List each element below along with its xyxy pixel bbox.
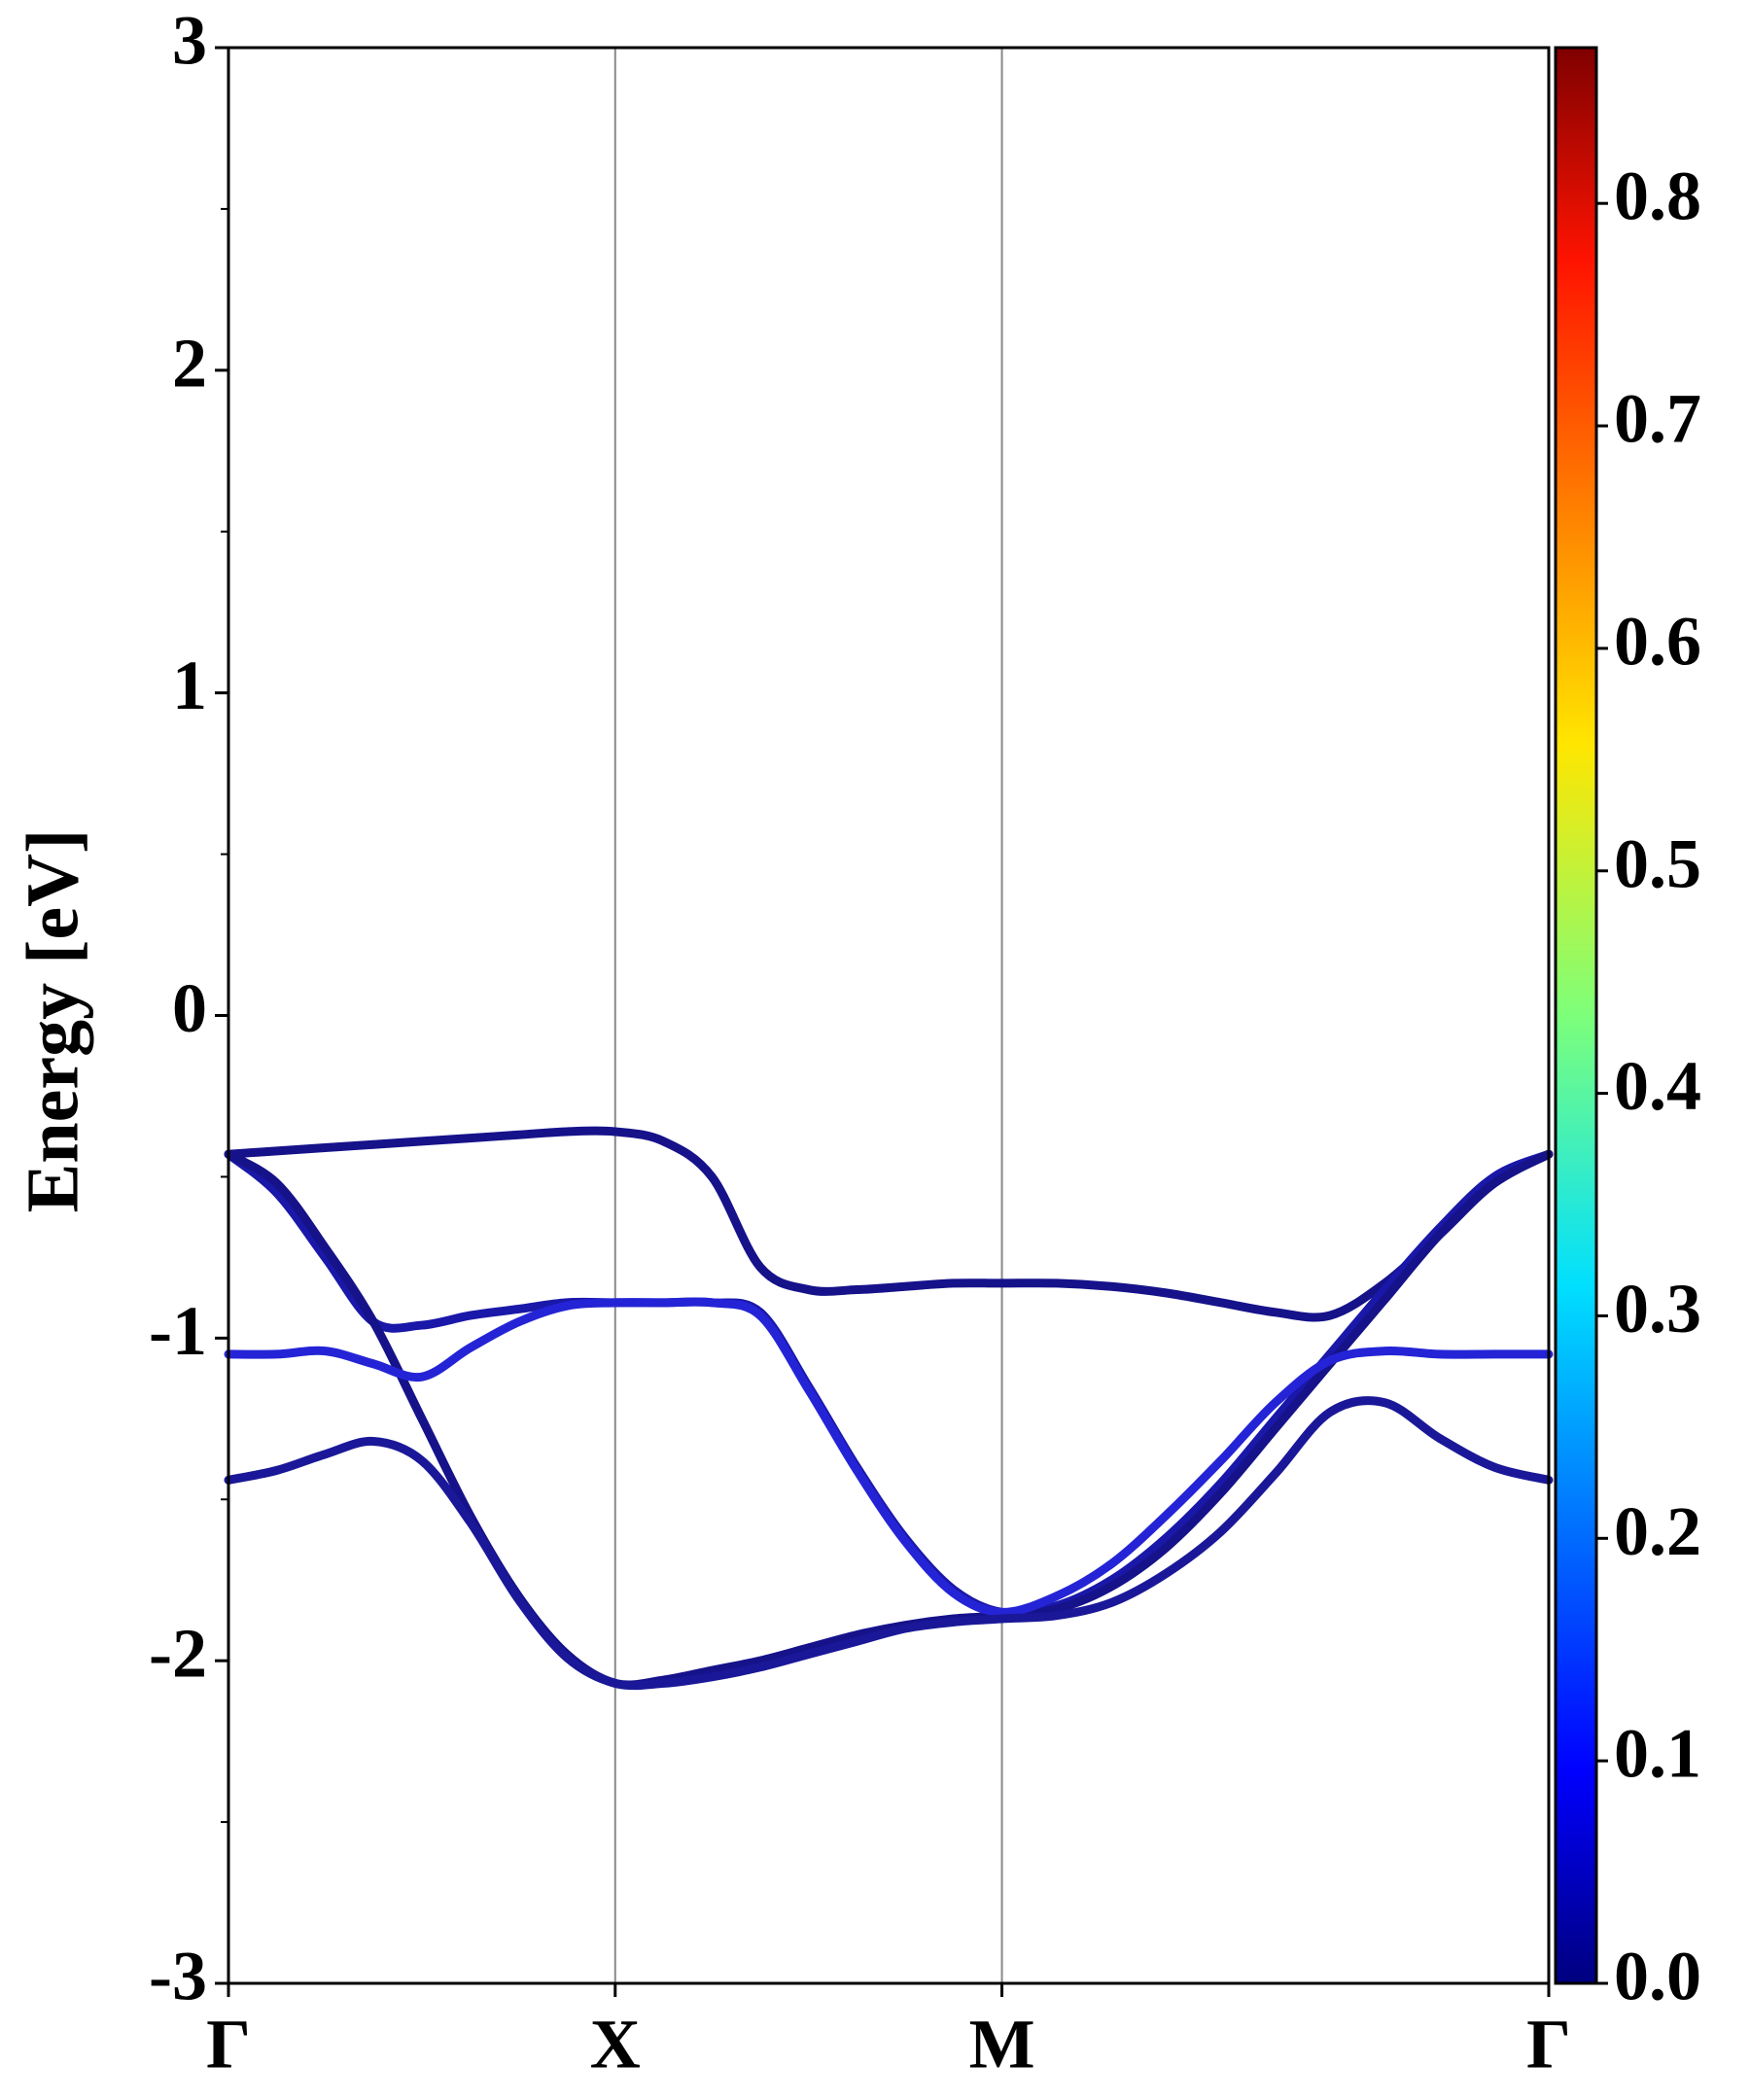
colorbar-tick-label: 0.6	[1614, 602, 1701, 680]
y-tick-label: -2	[149, 1615, 207, 1693]
colorbar	[1554, 46, 1598, 1985]
band-line	[224, 1149, 1554, 1690]
colorbar-tick-label: 0.0	[1614, 1938, 1701, 2015]
colorbar-tick-label: 0.1	[1614, 1715, 1701, 1793]
y-tick-label: 0	[172, 969, 207, 1047]
plot-frame	[227, 46, 1551, 1985]
y-tick-label: -1	[149, 1292, 207, 1370]
colorbar-tick-label: 0.8	[1614, 158, 1701, 235]
band-line	[224, 1126, 1554, 1322]
y-tick-label: 2	[172, 324, 207, 402]
colorbar-tick-label: 0.5	[1614, 824, 1701, 902]
x-tick-label: Γ	[206, 2006, 251, 2083]
x-tick-label: X	[590, 2006, 641, 2083]
band-line	[224, 1297, 1554, 1617]
y-axis-label: Energy [eV]	[12, 829, 93, 1213]
colorbar-tick-label: 0.3	[1614, 1270, 1701, 1348]
band-line	[224, 1396, 1554, 1691]
y-tick-label: 3	[172, 2, 207, 80]
band-line	[224, 1149, 1554, 1618]
y-tick-label: 1	[172, 647, 207, 724]
colorbar-tick-label: 0.7	[1614, 380, 1701, 458]
x-tick-label: M	[969, 2006, 1035, 2083]
colorbar-tick-label: 0.4	[1614, 1047, 1701, 1125]
colorbar-tick-label: 0.2	[1614, 1492, 1701, 1570]
y-tick-label: -3	[149, 1938, 207, 2015]
x-tick-label: Γ	[1526, 2006, 1571, 2083]
